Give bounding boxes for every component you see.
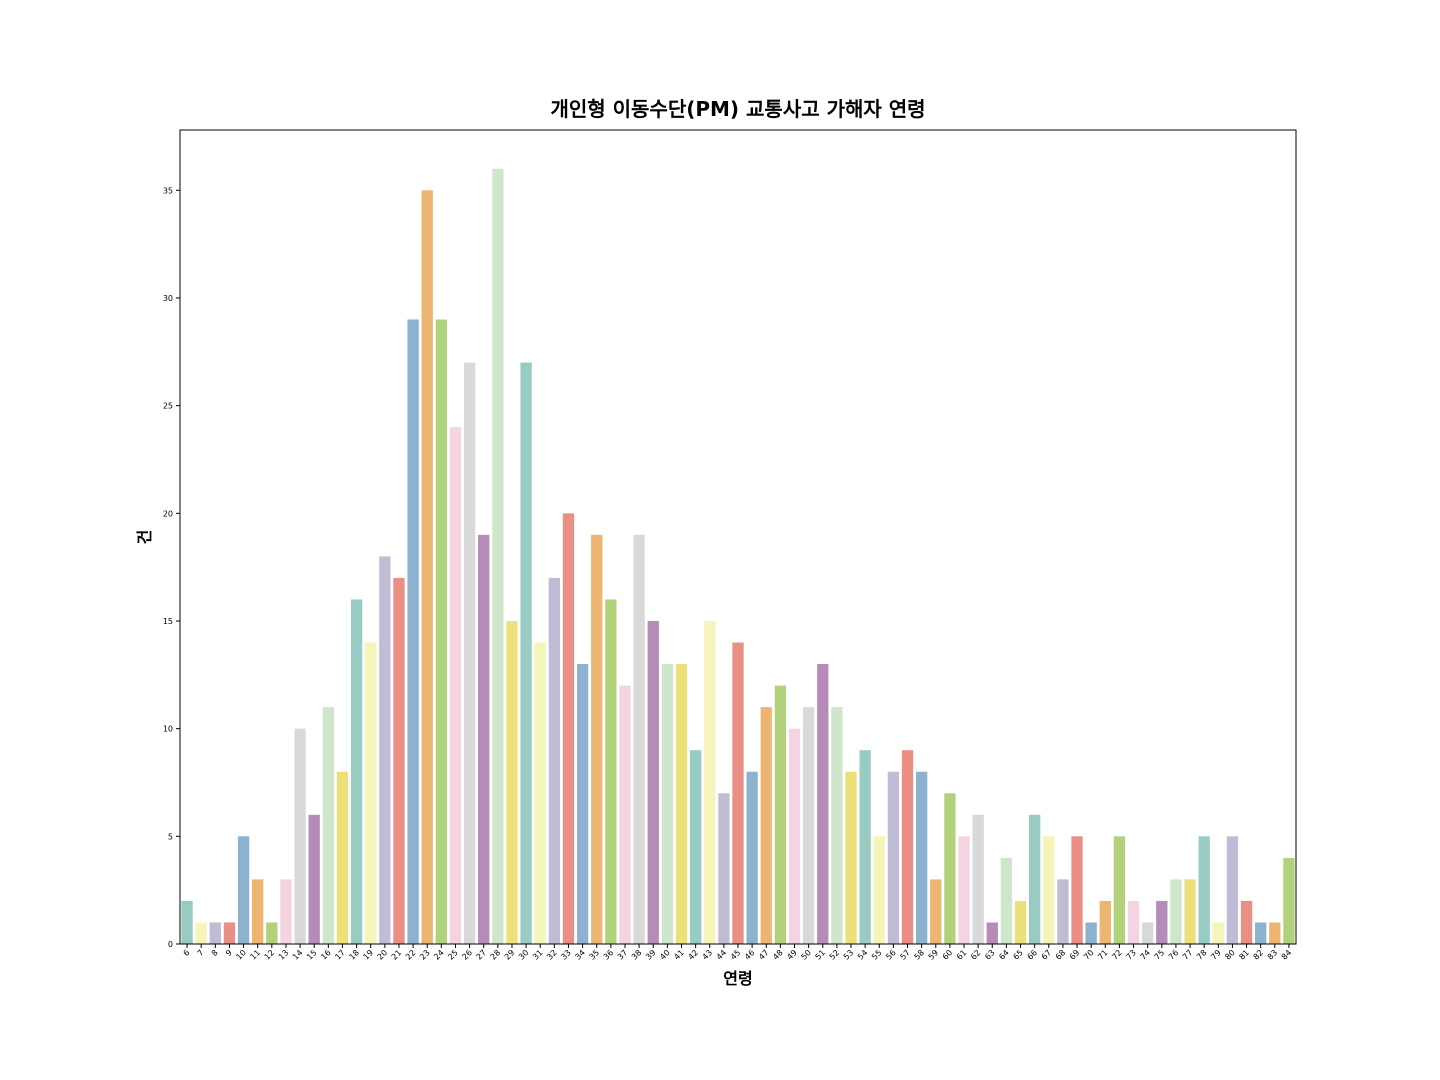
- bar: [1043, 836, 1055, 944]
- bar: [591, 534, 603, 944]
- bar: [732, 642, 744, 944]
- bar: [774, 685, 787, 944]
- bar: [930, 879, 942, 944]
- bar: [280, 879, 292, 944]
- bar: [478, 534, 490, 944]
- bar: [944, 793, 956, 944]
- bar: [619, 685, 631, 944]
- bar: [520, 362, 532, 945]
- bar: [308, 814, 320, 944]
- y-tick-label: 5: [168, 832, 173, 841]
- plot-frame: [179, 129, 1297, 945]
- bar: [421, 190, 433, 945]
- bar: [1255, 922, 1267, 944]
- bar: [633, 534, 645, 944]
- bar: [1184, 879, 1196, 944]
- bar: [1283, 857, 1295, 944]
- bar: [1127, 900, 1140, 944]
- bar: [393, 577, 405, 944]
- bar: [746, 771, 758, 944]
- bar: [195, 922, 207, 944]
- bar: [831, 707, 843, 944]
- bar: [788, 728, 801, 944]
- x-tick-label: 8: [210, 948, 220, 958]
- bar: [1226, 836, 1239, 944]
- bar: [1269, 922, 1281, 944]
- bar: [407, 319, 419, 944]
- x-tick-label: 6: [182, 948, 192, 958]
- bar: [294, 728, 306, 944]
- y-axis-label: 건: [135, 530, 154, 545]
- bar: [1142, 922, 1154, 944]
- bar: [1156, 900, 1168, 944]
- bar: [675, 664, 688, 944]
- chart-title: 개인형 이동수단(PM) 교통사고 가해자 연령: [550, 97, 925, 121]
- bar: [972, 814, 984, 944]
- y-tick-label: 0: [168, 940, 173, 949]
- bar: [873, 836, 885, 944]
- bar: [379, 556, 391, 944]
- bar: [1170, 879, 1182, 944]
- bar: [209, 922, 221, 944]
- bar: [1212, 922, 1224, 944]
- bar: [958, 836, 970, 944]
- bar: [1085, 922, 1097, 944]
- y-tick-label: 20: [163, 509, 173, 518]
- bar: [845, 771, 857, 944]
- bar: [859, 750, 871, 944]
- bar: [562, 513, 575, 944]
- y-tick-label: 10: [163, 725, 173, 734]
- bar: [760, 707, 772, 944]
- bar: [1071, 836, 1083, 944]
- bar: [576, 664, 589, 944]
- bar: [901, 750, 914, 944]
- bar: [915, 771, 928, 944]
- y-tick-label: 25: [163, 402, 173, 411]
- bar: [492, 168, 504, 944]
- bar: [817, 664, 829, 944]
- bar: [661, 664, 674, 944]
- bar: [1198, 836, 1210, 944]
- y-tick-label: 35: [163, 186, 173, 195]
- bar: [223, 922, 236, 944]
- bar: [704, 620, 716, 944]
- bar: [449, 427, 462, 945]
- bar: [336, 771, 349, 944]
- y-tick-label: 15: [163, 617, 173, 626]
- bar: [1099, 900, 1111, 944]
- bar: [605, 599, 617, 944]
- bar: [887, 771, 900, 944]
- bar: [365, 642, 377, 944]
- bar: [435, 319, 447, 944]
- bar: [718, 793, 730, 944]
- bar: [1029, 814, 1041, 944]
- bar: [1057, 879, 1069, 944]
- y-tick-label: 30: [163, 294, 173, 303]
- bar: [1000, 857, 1013, 944]
- bar: [266, 922, 278, 944]
- bar: [252, 879, 264, 944]
- x-tick-label: 9: [224, 948, 234, 958]
- x-tick-label: 7: [196, 948, 206, 958]
- bar: [1240, 900, 1253, 944]
- bar: [986, 922, 998, 944]
- bar: [322, 707, 334, 944]
- bar: [181, 900, 193, 944]
- bar: [350, 599, 363, 944]
- bar: [1113, 836, 1126, 944]
- bar: [534, 642, 546, 944]
- bar: [506, 620, 518, 944]
- x-axis-label: 연령: [723, 969, 752, 988]
- bar: [237, 836, 250, 944]
- bar: [802, 707, 815, 944]
- bar: [1014, 900, 1027, 944]
- bar: [463, 362, 476, 945]
- bar: [689, 750, 702, 944]
- bar: [647, 620, 659, 944]
- bar: [548, 577, 561, 944]
